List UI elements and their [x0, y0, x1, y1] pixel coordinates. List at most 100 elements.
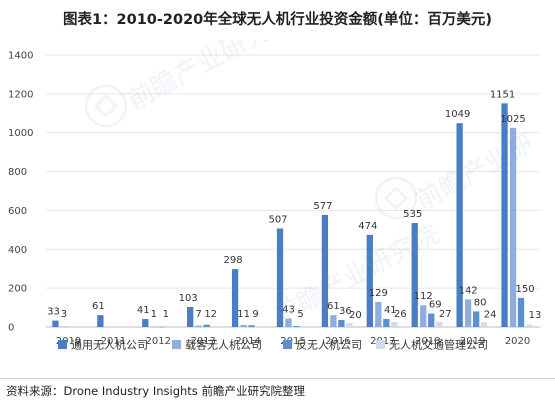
bar — [509, 127, 517, 327]
bar — [480, 322, 488, 327]
legend: 通用无人机公司 载客无人机公司 反无人机公司 无人机交通管理公司 — [58, 338, 488, 352]
bar — [346, 323, 353, 327]
data-label: 20 — [349, 310, 362, 321]
x-tick-label: 2013 — [190, 336, 215, 347]
bar — [60, 326, 68, 328]
legend-swatch — [283, 340, 292, 349]
y-tick-label: 200 — [8, 284, 27, 295]
bar — [150, 326, 157, 328]
legend-swatch — [376, 340, 385, 349]
data-label: 43 — [282, 305, 295, 316]
x-tick-label: 2020 — [505, 336, 530, 347]
x-tick-label: 2019 — [460, 336, 485, 347]
data-label: 36 — [339, 306, 352, 317]
bar — [525, 324, 533, 327]
data-label: 80 — [474, 297, 487, 308]
bar — [456, 123, 463, 328]
bar — [436, 321, 443, 327]
bar — [293, 326, 300, 327]
data-label: 1025 — [500, 114, 525, 125]
bar — [195, 325, 202, 327]
source-divider — [0, 378, 555, 379]
x-tick-label: 2016 — [325, 336, 350, 347]
bar — [142, 319, 149, 327]
bar — [420, 305, 427, 327]
data-label: 5 — [297, 309, 303, 320]
y-tick-label: 1000 — [8, 128, 33, 139]
x-tick-label: 2014 — [235, 336, 260, 347]
bar — [285, 318, 292, 327]
bar — [338, 320, 345, 327]
data-label: 7 — [195, 309, 201, 320]
legend-label: 通用无人机公司 — [71, 338, 148, 352]
y-tick-label: 400 — [8, 245, 27, 256]
bar — [366, 234, 373, 327]
bars — [52, 103, 533, 328]
legend-swatch — [172, 340, 181, 349]
y-tick-label: 600 — [8, 206, 27, 217]
data-label: 298 — [224, 255, 243, 266]
x-tick-label: 2018 — [415, 336, 440, 347]
legend-label: 无人机交通管理公司 — [389, 338, 488, 352]
data-label: 13 — [529, 310, 542, 321]
data-label: 535 — [403, 209, 422, 220]
bar — [428, 313, 435, 327]
bar — [375, 301, 382, 327]
data-label: 577 — [313, 201, 332, 212]
bar — [231, 269, 239, 327]
bar — [52, 320, 59, 327]
bar — [240, 324, 247, 327]
x-tick-label: 2015 — [280, 336, 305, 347]
data-label: 3 — [61, 309, 67, 320]
data-label: 1 — [163, 309, 169, 320]
bar — [501, 103, 508, 328]
bar — [411, 223, 418, 327]
data-label: 12 — [204, 309, 217, 320]
bar — [97, 315, 104, 327]
x-tick-label: 2011 — [101, 336, 126, 347]
data-label: 103 — [179, 293, 198, 304]
bar — [276, 228, 284, 327]
data-label: 129 — [369, 288, 388, 299]
bar — [158, 326, 165, 328]
data-label: 24 — [484, 309, 497, 320]
bar — [517, 297, 525, 327]
data-label: 474 — [358, 221, 377, 232]
data-label: 150 — [515, 284, 534, 295]
data-label: 33 — [47, 307, 60, 318]
data-label: 507 — [268, 214, 287, 225]
bar — [248, 325, 255, 327]
data-label: 41 — [137, 305, 150, 316]
chart-title: 图表1：2010-2020年全球无人机行业投资金额(单位：百万美元) — [62, 12, 493, 28]
data-label: 1151 — [490, 89, 515, 100]
data-label: 1 — [151, 309, 157, 320]
bar — [464, 299, 472, 327]
bar — [383, 319, 390, 327]
y-axis-ticks: 0 200 400 600 800 1000 1200 1400 — [8, 51, 33, 334]
x-tick-label: 2012 — [146, 336, 171, 347]
data-label: 27 — [439, 309, 452, 320]
legend-label: 反无人机公司 — [296, 338, 362, 352]
bar — [330, 315, 337, 327]
y-tick-label: 800 — [8, 167, 27, 178]
bar — [321, 214, 329, 327]
data-label: 142 — [459, 285, 478, 296]
y-tick-label: 1200 — [8, 89, 33, 100]
bar — [472, 311, 480, 327]
y-tick-label: 0 — [8, 323, 14, 334]
data-label: 69 — [429, 300, 442, 311]
data-label: 61 — [327, 301, 340, 312]
legend-swatch — [58, 340, 67, 349]
data-label: 26 — [394, 309, 407, 320]
data-label: 112 — [414, 291, 433, 302]
bar — [203, 324, 210, 327]
y-tick-label: 1400 — [8, 51, 33, 62]
data-label: 11 — [237, 309, 250, 320]
bar — [187, 306, 194, 327]
x-tick-label: 2010 — [56, 336, 81, 347]
data-label: 9 — [252, 309, 258, 320]
bar — [391, 321, 398, 327]
legend-label: 载客无人机公司 — [185, 338, 262, 352]
